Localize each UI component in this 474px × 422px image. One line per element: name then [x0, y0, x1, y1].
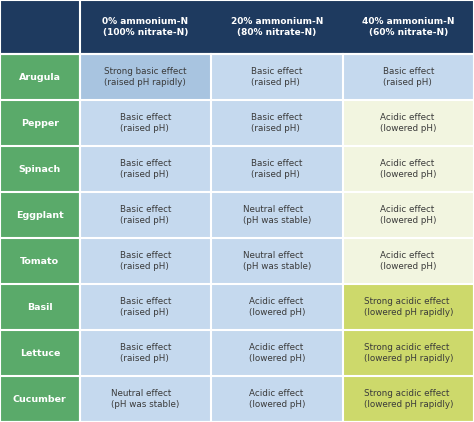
Bar: [343, 146, 474, 192]
Bar: [80, 100, 211, 146]
Bar: [343, 330, 474, 376]
Bar: [80, 376, 211, 422]
Bar: [0, 284, 80, 330]
Bar: [211, 100, 343, 146]
Text: Acidic effect
(lowered pH): Acidic effect (lowered pH): [248, 389, 305, 409]
Text: Acidic effect
(lowered pH): Acidic effect (lowered pH): [380, 251, 437, 271]
Bar: [80, 0, 211, 54]
Bar: [211, 54, 343, 100]
Text: Lettuce: Lettuce: [19, 349, 60, 357]
Text: 0% ammonium-N
(100% nitrate-N): 0% ammonium-N (100% nitrate-N): [102, 16, 189, 38]
Bar: [211, 330, 343, 376]
Bar: [343, 238, 474, 284]
Text: Acidic effect
(lowered pH): Acidic effect (lowered pH): [248, 343, 305, 363]
Bar: [211, 146, 343, 192]
Bar: [80, 330, 211, 376]
Text: Basic effect
(raised pH): Basic effect (raised pH): [251, 159, 302, 179]
Text: Arugula: Arugula: [19, 73, 61, 81]
Text: 40% ammonium-N
(60% nitrate-N): 40% ammonium-N (60% nitrate-N): [362, 16, 455, 38]
Text: Cucumber: Cucumber: [13, 395, 67, 403]
Bar: [211, 238, 343, 284]
Text: Basil: Basil: [27, 303, 53, 311]
Bar: [80, 146, 211, 192]
Text: Basic effect
(raised pH): Basic effect (raised pH): [119, 251, 171, 271]
Text: Acidic effect
(lowered pH): Acidic effect (lowered pH): [380, 159, 437, 179]
Bar: [0, 238, 80, 284]
Bar: [343, 54, 474, 100]
Text: Basic effect
(raised pH): Basic effect (raised pH): [119, 205, 171, 225]
Bar: [211, 376, 343, 422]
Text: Pepper: Pepper: [21, 119, 59, 127]
Text: Basic effect
(raised pH): Basic effect (raised pH): [119, 159, 171, 179]
Bar: [80, 54, 211, 100]
Text: Neutral effect
(pH was stable): Neutral effect (pH was stable): [243, 251, 311, 271]
Bar: [80, 238, 211, 284]
Bar: [343, 284, 474, 330]
Bar: [343, 100, 474, 146]
Bar: [211, 0, 343, 54]
Text: Strong acidic effect
(lowered pH rapidly): Strong acidic effect (lowered pH rapidly…: [364, 343, 453, 363]
Text: Spinach: Spinach: [18, 165, 61, 173]
Bar: [80, 284, 211, 330]
Text: Basic effect
(raised pH): Basic effect (raised pH): [383, 67, 434, 87]
Text: Basic effect
(raised pH): Basic effect (raised pH): [119, 113, 171, 133]
Text: Basic effect
(raised pH): Basic effect (raised pH): [119, 343, 171, 363]
Text: Acidic effect
(lowered pH): Acidic effect (lowered pH): [380, 205, 437, 225]
Bar: [80, 192, 211, 238]
Text: Neutral effect
(pH was stable): Neutral effect (pH was stable): [111, 389, 180, 409]
Bar: [0, 54, 80, 100]
Bar: [343, 192, 474, 238]
Bar: [211, 284, 343, 330]
Text: Strong acidic effect
(lowered pH rapidly): Strong acidic effect (lowered pH rapidly…: [364, 389, 453, 409]
Bar: [211, 192, 343, 238]
Bar: [0, 0, 80, 54]
Text: Acidic effect
(lowered pH): Acidic effect (lowered pH): [248, 297, 305, 317]
Bar: [0, 330, 80, 376]
Text: 20% ammonium-N
(80% nitrate-N): 20% ammonium-N (80% nitrate-N): [231, 16, 323, 38]
Text: Basic effect
(raised pH): Basic effect (raised pH): [251, 67, 302, 87]
Bar: [343, 0, 474, 54]
Bar: [0, 100, 80, 146]
Bar: [0, 146, 80, 192]
Text: Basic effect
(raised pH): Basic effect (raised pH): [119, 297, 171, 317]
Text: Tomato: Tomato: [20, 257, 59, 265]
Bar: [343, 376, 474, 422]
Text: Eggplant: Eggplant: [16, 211, 64, 219]
Bar: [0, 192, 80, 238]
Text: Basic effect
(raised pH): Basic effect (raised pH): [251, 113, 302, 133]
Text: Strong basic effect
(raised pH rapidly): Strong basic effect (raised pH rapidly): [104, 67, 187, 87]
Bar: [0, 376, 80, 422]
Text: Acidic effect
(lowered pH): Acidic effect (lowered pH): [380, 113, 437, 133]
Text: Neutral effect
(pH was stable): Neutral effect (pH was stable): [243, 205, 311, 225]
Text: Strong acidic effect
(lowered pH rapidly): Strong acidic effect (lowered pH rapidly…: [364, 297, 453, 317]
